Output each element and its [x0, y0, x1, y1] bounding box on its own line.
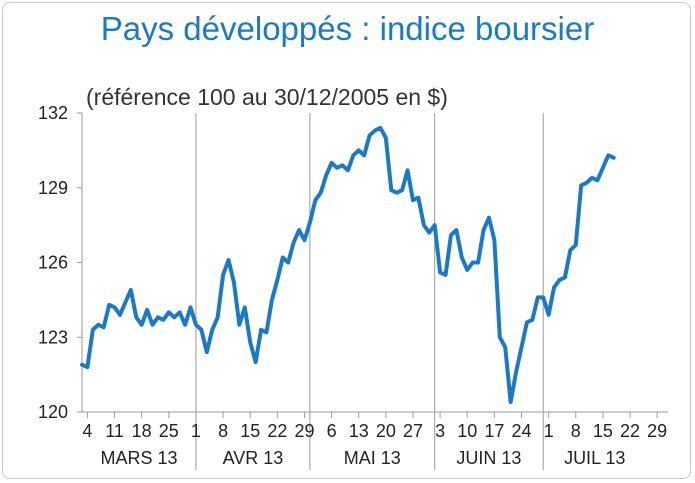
x-day-label: 22 — [267, 421, 287, 441]
x-day-label: 15 — [240, 421, 260, 441]
x-day-label: 17 — [484, 421, 504, 441]
x-day-label: 10 — [457, 421, 477, 441]
x-day-label: 22 — [620, 421, 640, 441]
x-day-label: 1 — [544, 421, 554, 441]
x-day-label: 29 — [647, 421, 667, 441]
chart-title: Pays développés : indice boursier — [100, 10, 595, 47]
x-day-label: 6 — [327, 421, 337, 441]
x-day-label: 8 — [218, 421, 228, 441]
x-day-label: 3 — [435, 421, 445, 441]
x-day-label: 20 — [376, 421, 396, 441]
x-day-label: 29 — [294, 421, 314, 441]
x-month-label: MAI 13 — [344, 448, 401, 468]
x-day-label: 8 — [571, 421, 581, 441]
x-day-label: 11 — [105, 421, 124, 441]
x-month-label: JUIL 13 — [564, 448, 625, 468]
x-month-label: JUIN 13 — [456, 448, 521, 468]
y-tick-label: 132 — [38, 103, 68, 123]
x-month-label: MARS 13 — [100, 448, 177, 468]
x-day-label: 27 — [403, 421, 423, 441]
x-day-label: 18 — [132, 421, 152, 441]
y-tick-label: 126 — [38, 253, 68, 273]
y-tick-label: 120 — [38, 402, 68, 422]
x-day-label: 24 — [511, 421, 531, 441]
x-day-label: 13 — [349, 421, 369, 441]
y-tick-label: 123 — [38, 327, 68, 347]
x-month-label: AVR 13 — [223, 448, 284, 468]
series-line — [80, 125, 616, 405]
x-day-label: 4 — [82, 421, 92, 441]
x-day-label: 25 — [159, 421, 179, 441]
y-tick-label: 129 — [38, 178, 68, 198]
chart-subtitle: (référence 100 au 30/12/2005 en $) — [86, 84, 448, 110]
x-day-label: 15 — [593, 421, 613, 441]
x-day-label: 1 — [191, 421, 201, 441]
